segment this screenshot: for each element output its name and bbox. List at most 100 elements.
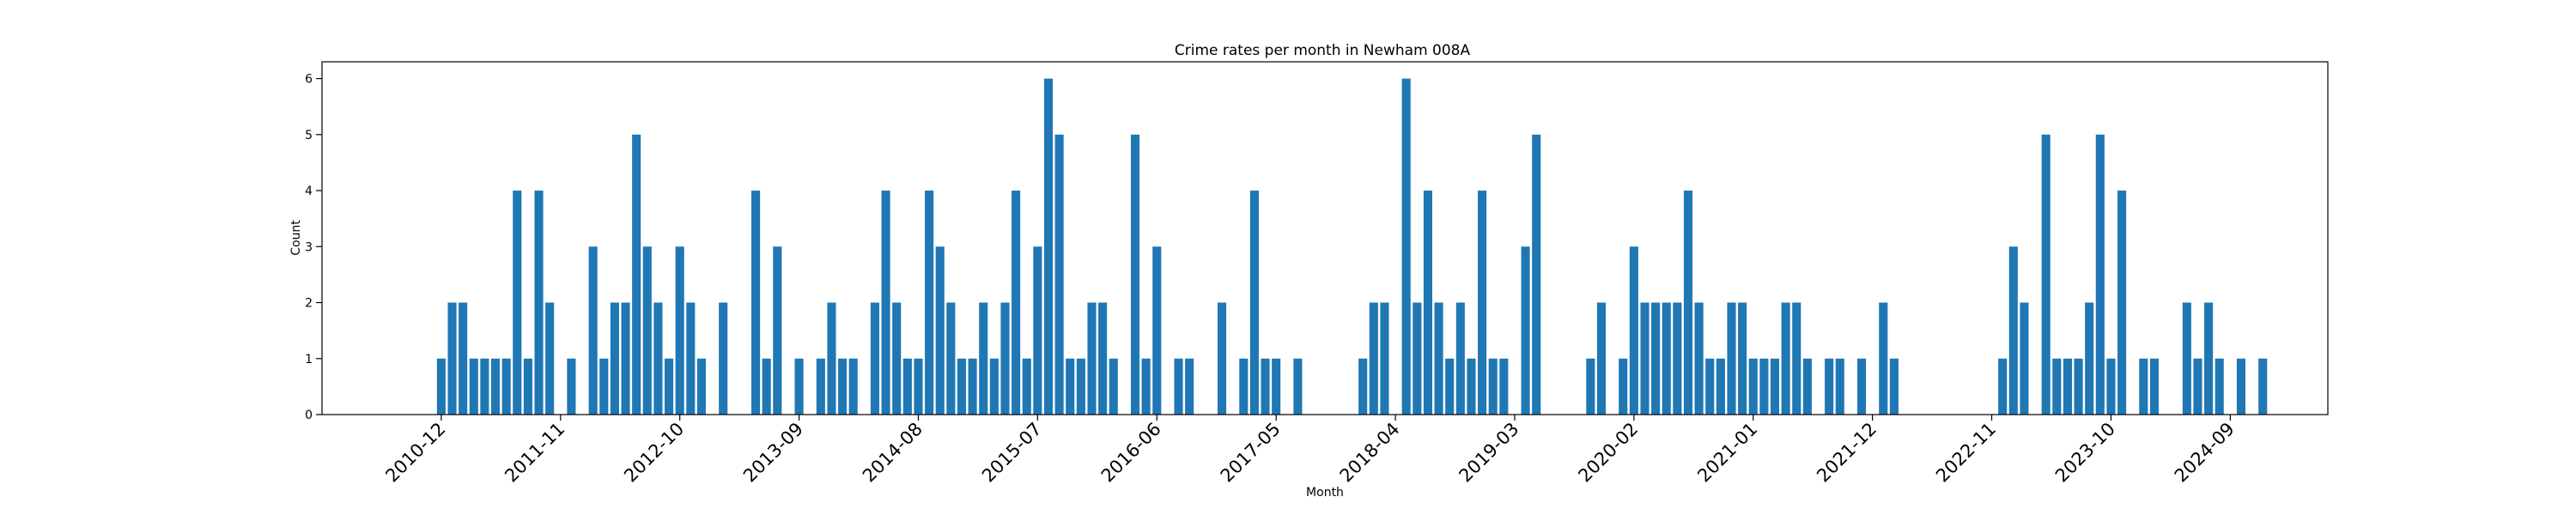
bar-2020-04 [1651, 302, 1661, 415]
bar-2018-08 [1434, 302, 1443, 415]
y-tick-label: 6 [305, 73, 313, 87]
bar-2023-05 [2052, 358, 2062, 415]
bar-2023-04 [2041, 134, 2050, 415]
bar-2020-02 [1629, 246, 1638, 415]
y-tick-label: 5 [305, 129, 313, 142]
bar-2023-11 [2117, 191, 2127, 415]
y-axis-label: Count [289, 220, 303, 256]
bar-2012-10 [675, 246, 684, 415]
bar-2022-01 [1879, 302, 1888, 415]
bar-2021-06 [1802, 358, 1812, 415]
bar-2018-01 [1358, 358, 1368, 415]
bar-2015-01 [968, 358, 977, 415]
bar-2014-02 [848, 358, 858, 415]
bar-2018-09 [1445, 358, 1455, 415]
y-tick-label: 0 [305, 409, 313, 422]
bar-2021-05 [1792, 302, 1801, 415]
bar-2021-03 [1770, 358, 1780, 415]
bar-2020-11 [1727, 302, 1736, 415]
bar-2014-10 [935, 246, 945, 415]
bar-2015-04 [1000, 302, 1010, 415]
bar-2015-03 [989, 358, 999, 415]
bar-group [436, 78, 2268, 415]
bar-2014-06 [892, 302, 902, 415]
bar-2013-11 [816, 358, 825, 415]
bar-2020-05 [1662, 302, 1671, 415]
bar-2016-12 [1217, 302, 1227, 415]
bar-2015-11 [1076, 358, 1085, 415]
bar-2021-01 [1748, 358, 1758, 415]
bar-2015-09 [1054, 134, 1064, 415]
bar-2018-11 [1467, 358, 1476, 415]
bar-2021-09 [1835, 358, 1844, 415]
bar-2017-05 [1272, 358, 1281, 415]
x-tick-label: 2014-08 [859, 419, 927, 487]
bar-2015-02 [979, 302, 988, 415]
bar-2012-04 [610, 302, 619, 415]
bar-2013-06 [762, 358, 771, 415]
x-tick-label: 2020-02 [1574, 419, 1642, 487]
bar-2016-01 [1098, 302, 1108, 415]
bar-2015-12 [1087, 302, 1097, 415]
bar-2014-04 [870, 302, 880, 415]
bar-2018-02 [1369, 302, 1378, 415]
bar-2018-06 [1413, 302, 1422, 415]
bar-2024-10 [2236, 358, 2246, 415]
bar-2015-10 [1066, 358, 1075, 415]
bar-2012-03 [599, 358, 609, 415]
bar-2013-12 [827, 302, 836, 415]
x-tick-label: 2010-12 [381, 419, 449, 487]
bar-2015-06 [1022, 358, 1031, 415]
bar-2011-07 [513, 191, 522, 415]
bar-2016-09 [1185, 358, 1194, 415]
bar-2023-09 [2095, 134, 2105, 415]
bar-2011-12 [567, 358, 576, 415]
bar-2011-08 [523, 358, 532, 415]
bar-2012-05 [621, 302, 630, 415]
bar-2016-05 [1141, 358, 1151, 415]
bar-2016-06 [1152, 246, 1162, 415]
bar-2011-04 [480, 358, 489, 415]
bar-2024-07 [2204, 302, 2214, 415]
bar-2012-07 [642, 246, 652, 415]
bar-2012-08 [653, 302, 663, 415]
bar-2019-10 [1586, 358, 1595, 415]
bar-2018-05 [1401, 78, 1411, 415]
bar-2016-02 [1109, 358, 1118, 415]
bar-2017-02 [1239, 358, 1249, 415]
bar-2011-05 [490, 358, 501, 415]
bar-2023-01 [2008, 246, 2018, 415]
x-tick-label: 2022-11 [1932, 419, 2000, 487]
y-tick-label: 1 [305, 353, 313, 367]
bar-2023-02 [2020, 302, 2029, 415]
bar-2015-07 [1033, 246, 1042, 415]
bar-2021-02 [1759, 358, 1769, 415]
bar-2020-06 [1673, 302, 1682, 415]
x-tick-label: 2011-11 [501, 419, 568, 487]
x-tick-label: 2019-03 [1455, 419, 1522, 487]
bar-2011-10 [545, 302, 555, 415]
bar-2014-11 [946, 302, 956, 415]
x-tick-label: 2021-01 [1693, 419, 1761, 487]
bar-2014-12 [957, 358, 967, 415]
bar-2024-02 [2149, 358, 2160, 415]
bar-2020-12 [1738, 302, 1747, 415]
bar-2020-09 [1705, 358, 1715, 415]
bar-2020-10 [1716, 358, 1725, 415]
bar-2016-08 [1174, 358, 1183, 415]
bar-2024-05 [2182, 302, 2191, 415]
bar-2022-12 [1998, 358, 2008, 415]
plot-frame [321, 61, 2329, 415]
bar-2019-02 [1499, 358, 1509, 415]
bar-2024-01 [2139, 358, 2148, 415]
bar-2017-04 [1261, 358, 1270, 415]
bar-2014-09 [925, 191, 934, 415]
y-tick-label: 4 [305, 185, 313, 198]
bar-2024-12 [2258, 358, 2268, 415]
bar-2018-10 [1455, 302, 1465, 415]
bar-2021-04 [1781, 302, 1790, 415]
bar-2012-11 [686, 302, 696, 415]
x-tick-label: 2013-09 [739, 419, 807, 487]
bar-2020-07 [1683, 191, 1693, 415]
